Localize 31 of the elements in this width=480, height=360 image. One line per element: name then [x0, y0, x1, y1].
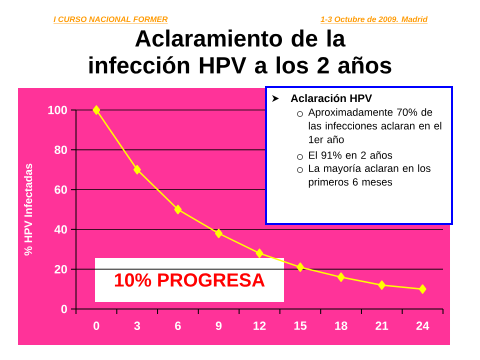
point — [174, 204, 182, 214]
annotation: 10% PROGRESA — [114, 273, 265, 287]
text: Aclaración HPV — [290, 94, 372, 102]
point — [256, 248, 264, 258]
y-tick-label: 0 — [61, 304, 67, 314]
x-tick-label: 6 — [175, 322, 181, 330]
y-tick-label: 20 — [54, 264, 67, 274]
point — [378, 280, 386, 290]
point — [418, 284, 426, 294]
chart-title: Aclaramiento de la infección HPV a los 2 años — [89, 30, 392, 74]
y-tick-label: 80 — [54, 146, 67, 154]
x-tick-label: 0 — [94, 322, 100, 330]
point — [133, 164, 141, 174]
point — [214, 228, 222, 238]
point — [92, 105, 100, 115]
x-tick-label: 3 — [134, 322, 140, 330]
x-tick-label: 12 — [254, 322, 266, 330]
x-tick-label: 21 — [376, 322, 388, 330]
x-tick-label: 15 — [294, 322, 307, 330]
x-tick-label: 24 — [416, 322, 430, 330]
y-tick-label: 40 — [54, 225, 67, 234]
y-axis-title: % HPV Infectadas — [24, 164, 32, 256]
point — [337, 272, 345, 282]
point — [296, 262, 304, 272]
y-tick-label: 100 — [48, 106, 67, 114]
annotation: La mayoría aclaran en los primeros 6 meses — [308, 164, 430, 188]
x-tick-label: 9 — [216, 322, 222, 330]
annotation: Aproximadamente 70% de las infecciones aclaran en el 1er año — [308, 108, 442, 144]
x-tick-label: 18 — [335, 322, 348, 330]
y-tick-label: 60 — [54, 185, 67, 194]
annotation: El 91% en 2 años — [309, 151, 392, 159]
